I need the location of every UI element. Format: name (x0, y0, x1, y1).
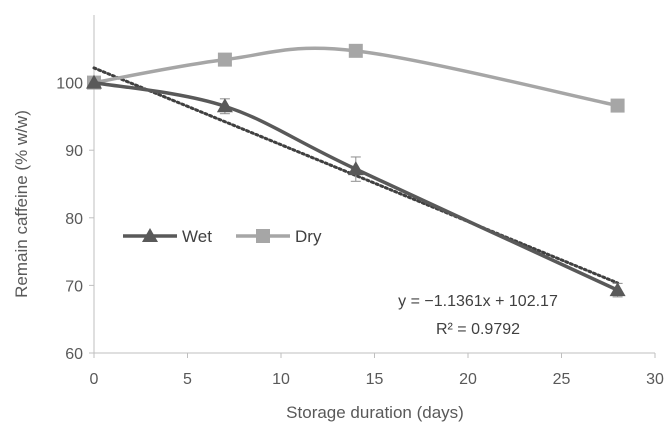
x-tick-label: 15 (366, 371, 384, 388)
y-tick-label: 80 (65, 211, 83, 228)
data-point-dry (348, 43, 363, 58)
legend-label-dry: Dry (295, 227, 322, 246)
x-tick-label: 10 (272, 371, 290, 388)
data-point-wet (86, 74, 102, 89)
x-tick-label: 0 (90, 371, 99, 388)
trendline-r-squared: R² = 0.9792 (436, 321, 520, 338)
data-point-wet (609, 282, 626, 297)
y-axis-title: Remain caffeine (% w/w) (12, 110, 31, 298)
x-tick-label: 30 (646, 371, 664, 388)
data-point-dry (217, 52, 232, 67)
x-tick-label: 25 (553, 371, 571, 388)
x-tick-label: 20 (459, 371, 477, 388)
trendline-equation: y = −1.1361x + 102.17 (398, 293, 558, 310)
series-line-dry (93, 46, 618, 108)
legend-marker-wet (142, 228, 158, 242)
x-axis-title: Storage duration (days) (286, 403, 464, 422)
data-point-wet (347, 161, 364, 176)
y-tick-label: 70 (65, 278, 83, 295)
data-point-dry (610, 98, 625, 113)
legend-marker-dry (256, 229, 270, 243)
series-line-wet (93, 80, 619, 292)
y-tick-label: 60 (65, 346, 83, 363)
y-tick-label: 90 (65, 143, 83, 160)
x-tick-label: 5 (183, 371, 192, 388)
legend-label-wet: Wet (182, 227, 212, 246)
y-tick-label: 100 (56, 76, 83, 93)
data-point-wet (216, 98, 233, 113)
